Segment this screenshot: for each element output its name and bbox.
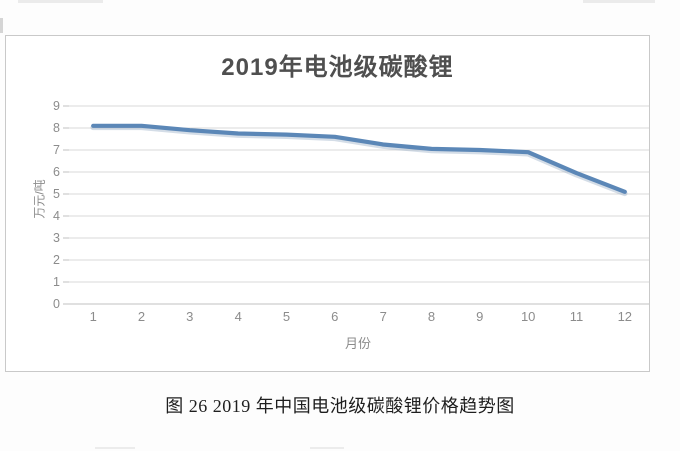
- y-tick-label: 1: [53, 275, 60, 289]
- scan-artifact: [310, 447, 344, 449]
- x-tick-label: 4: [235, 309, 242, 324]
- x-tick-label: 11: [570, 309, 584, 324]
- figure-caption: 图 26 2019 年中国电池级碳酸锂价格趋势图: [165, 396, 515, 416]
- y-tick-label: 6: [53, 165, 60, 179]
- y-tick-label: 0: [53, 297, 60, 311]
- x-tick-label: 9: [476, 309, 483, 324]
- scan-artifact: [18, 0, 103, 3]
- x-tick-label: 10: [521, 309, 535, 324]
- y-tick-label: 8: [53, 121, 60, 135]
- y-tick-label: 2: [53, 253, 60, 267]
- scan-artifact: [0, 18, 3, 33]
- price-line: [91, 123, 627, 194]
- chart-frame: 2019年电池级碳酸锂 万元/吨 0 1 2 3 4 5 6 7 8 9 1 2 3 4 5 6 7 8 9 10 11…: [5, 35, 650, 372]
- scan-artifact: [95, 447, 135, 449]
- x-tick-label: 1: [90, 309, 97, 324]
- x-tick-label: 8: [428, 309, 435, 324]
- chart-title: 2019年电池级碳酸锂: [221, 54, 454, 81]
- x-tick-label: 6: [331, 309, 338, 324]
- y-tick-label: 9: [53, 99, 60, 113]
- x-tick-label: 12: [618, 309, 632, 324]
- x-tick-label: 5: [283, 309, 290, 324]
- y-tick-label: 4: [53, 209, 60, 223]
- x-tick-label: 2: [138, 309, 145, 324]
- y-tick-label: 3: [53, 231, 60, 245]
- y-tick-label: 5: [53, 187, 60, 201]
- x-axis-title: 月份: [344, 336, 371, 351]
- y-tick-label: 7: [53, 143, 60, 157]
- x-tick-label: 7: [380, 309, 387, 324]
- x-tick-label: 3: [186, 309, 193, 324]
- scan-artifact: [583, 0, 655, 3]
